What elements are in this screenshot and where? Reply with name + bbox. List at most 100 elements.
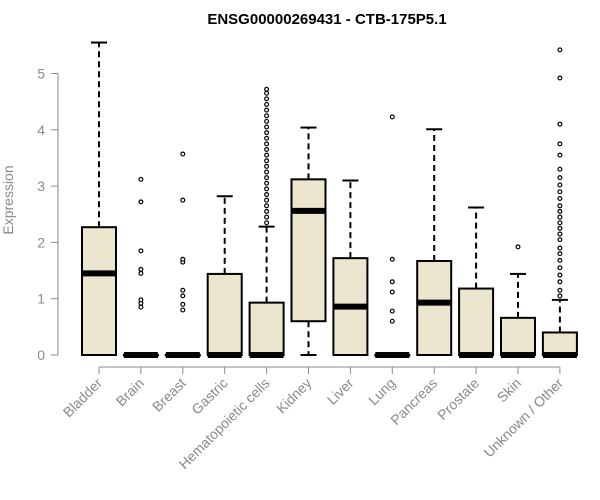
box-iqr bbox=[290, 178, 327, 323]
outlier-point bbox=[557, 208, 563, 214]
x-tick-label: Pancreas bbox=[387, 375, 440, 428]
box-iqr bbox=[416, 259, 453, 356]
outlier-point bbox=[557, 175, 563, 181]
outlier-point bbox=[180, 151, 186, 157]
y-axis: 0 1 2 3 4 5 bbox=[37, 66, 59, 363]
box-iqr bbox=[458, 287, 495, 357]
box-iqr bbox=[81, 226, 117, 357]
y-tick-label: 3 bbox=[37, 178, 45, 194]
outlier-point bbox=[180, 301, 186, 307]
outlier-point bbox=[389, 289, 395, 295]
outlier-point bbox=[138, 248, 144, 254]
x-tick-label: Lung bbox=[365, 375, 398, 408]
outlier-point bbox=[264, 208, 270, 214]
chart-title: ENSG00000269431 - CTB-175P5.1 bbox=[207, 11, 446, 28]
outlier-point bbox=[557, 75, 563, 81]
outlier-point bbox=[180, 197, 186, 203]
x-tick-label: Skin bbox=[494, 375, 525, 406]
outlier-point bbox=[557, 47, 563, 53]
outlier-point bbox=[557, 152, 563, 158]
outlier-point bbox=[264, 158, 270, 164]
outlier-point bbox=[264, 152, 270, 158]
outlier-point bbox=[557, 237, 563, 243]
box-breast bbox=[164, 151, 201, 358]
box-iqr bbox=[206, 272, 243, 357]
x-tick-label: Kidney bbox=[273, 375, 315, 417]
outlier-point bbox=[557, 182, 563, 188]
outlier-point bbox=[264, 220, 270, 226]
outlier-point bbox=[389, 256, 395, 262]
outlier-point bbox=[138, 270, 144, 276]
outlier-point bbox=[138, 199, 144, 205]
box-hematopoietic-cells bbox=[248, 86, 285, 358]
outlier-point bbox=[557, 245, 563, 251]
y-tick-label: 0 bbox=[37, 347, 45, 363]
outlier-point bbox=[264, 86, 270, 92]
outlier-point bbox=[557, 251, 563, 257]
outlier-point bbox=[557, 220, 563, 226]
y-tick-label: 5 bbox=[37, 66, 45, 82]
outlier-point bbox=[264, 203, 270, 209]
outlier-point bbox=[264, 147, 270, 153]
box-lung bbox=[374, 114, 411, 358]
outlier-point bbox=[264, 163, 270, 169]
outlier-point bbox=[557, 189, 563, 195]
y-tick-label: 4 bbox=[37, 122, 45, 138]
box-gastric bbox=[206, 195, 243, 358]
box-liver bbox=[332, 179, 369, 356]
outlier-point bbox=[557, 265, 563, 271]
box-iqr bbox=[541, 331, 578, 357]
outlier-point bbox=[180, 256, 186, 262]
y-axis-label: Expression bbox=[0, 165, 16, 234]
box-kidney bbox=[290, 126, 327, 356]
outlier-point bbox=[264, 175, 270, 181]
outlier-point bbox=[264, 124, 270, 130]
box-skin bbox=[500, 244, 536, 358]
outlier-point bbox=[138, 176, 144, 182]
outlier-point bbox=[557, 214, 563, 220]
outlier-point bbox=[557, 195, 563, 201]
outlier-point bbox=[557, 141, 563, 147]
outlier-point bbox=[557, 225, 563, 231]
outlier-point bbox=[264, 118, 270, 124]
outlier-point bbox=[180, 293, 186, 299]
outlier-point bbox=[389, 318, 395, 324]
outlier-point bbox=[389, 308, 395, 314]
outlier-point bbox=[557, 272, 563, 278]
box-prostate bbox=[458, 206, 495, 358]
outlier-point bbox=[515, 244, 521, 250]
x-tick-label: Brain bbox=[113, 375, 147, 409]
x-tick-label: Breast bbox=[149, 375, 189, 415]
outlier-point bbox=[557, 231, 563, 237]
outlier-point bbox=[138, 266, 144, 272]
box-bladder bbox=[81, 41, 117, 357]
outlier-point bbox=[264, 169, 270, 175]
box-iqr bbox=[248, 301, 285, 356]
y-tick-label: 1 bbox=[37, 291, 45, 307]
outlier-point bbox=[264, 180, 270, 186]
outlier-point bbox=[557, 279, 563, 285]
box-series bbox=[81, 41, 578, 358]
box-pancreas bbox=[416, 128, 453, 356]
outlier-point bbox=[180, 307, 186, 313]
outlier-point bbox=[264, 90, 270, 96]
x-tick-label: Prostate bbox=[434, 375, 482, 423]
outlier-point bbox=[264, 96, 270, 102]
box-iqr bbox=[500, 316, 536, 357]
outlier-point bbox=[264, 135, 270, 141]
y-tick-label: 2 bbox=[37, 234, 45, 250]
outlier-point bbox=[264, 107, 270, 113]
outlier-point bbox=[264, 214, 270, 220]
outlier-point bbox=[557, 121, 563, 127]
outlier-point bbox=[389, 279, 395, 285]
outlier-point bbox=[264, 130, 270, 136]
x-tick-label: Unknown / Other bbox=[480, 375, 566, 461]
box-brain bbox=[122, 176, 159, 358]
outlier-point bbox=[264, 113, 270, 119]
outlier-point bbox=[557, 293, 563, 299]
outlier-point bbox=[557, 166, 563, 172]
outlier-point bbox=[138, 297, 144, 303]
outlier-point bbox=[557, 257, 563, 263]
outlier-point bbox=[138, 304, 144, 310]
